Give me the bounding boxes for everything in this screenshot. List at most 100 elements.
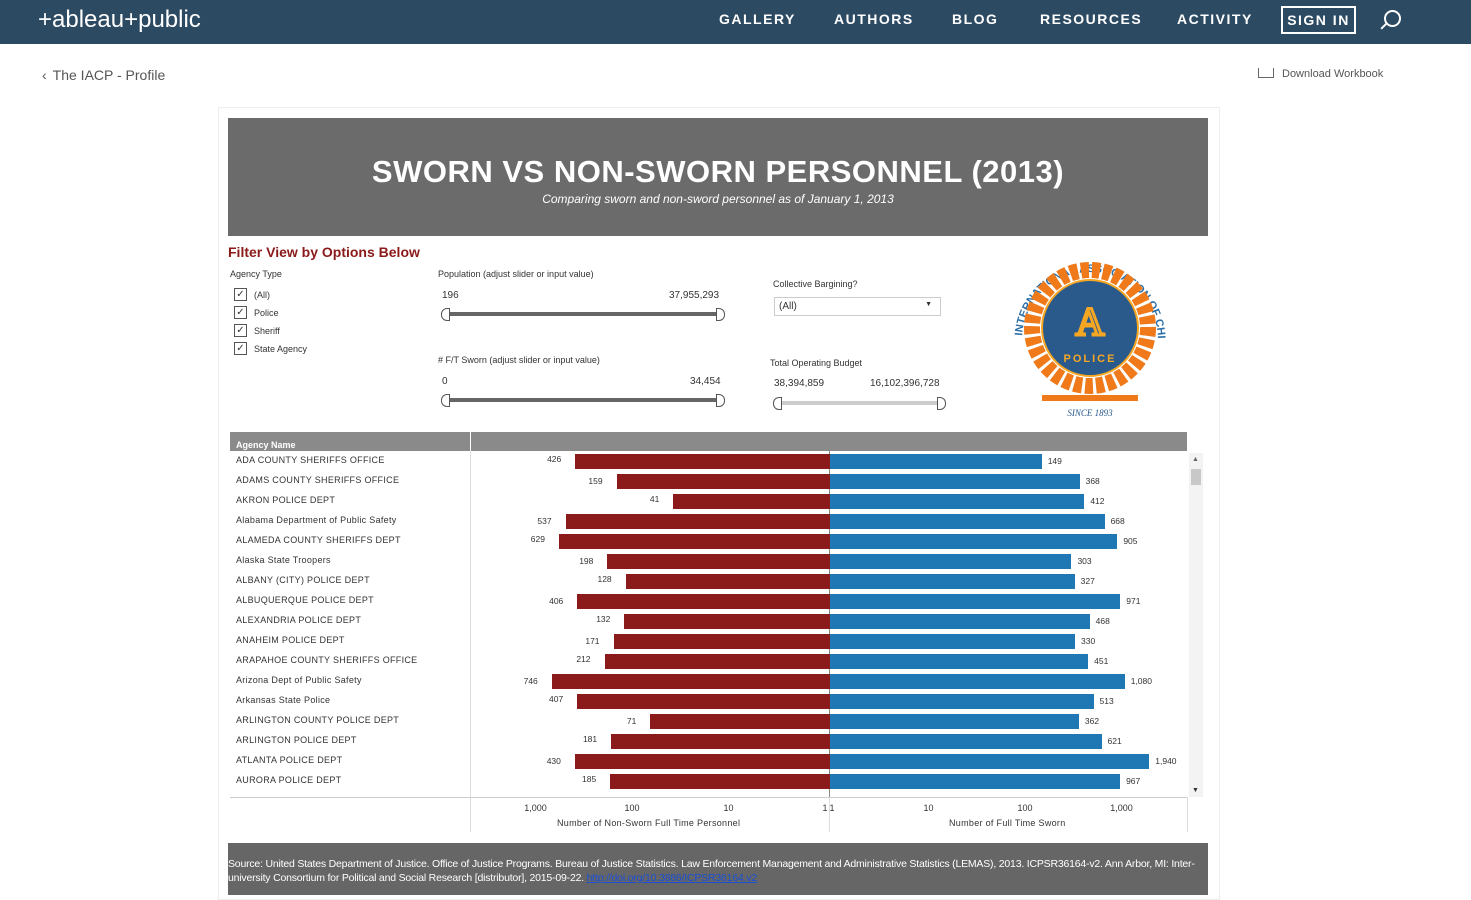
- sworn-bar[interactable]: [830, 574, 1075, 589]
- non-sworn-value: 128: [597, 574, 612, 584]
- population-slider-max-handle[interactable]: [716, 308, 725, 321]
- sworn-bar[interactable]: [830, 674, 1125, 689]
- sworn-slider-min-handle[interactable]: [441, 394, 450, 407]
- sworn-bar[interactable]: [830, 754, 1150, 769]
- source-link[interactable]: http://doi.org/10.3886/ICPSR36164.v2: [586, 872, 757, 884]
- table-row[interactable]: ALEXANDRIA POLICE DEPT 132 468: [230, 611, 1187, 631]
- table-row[interactable]: AKRON POLICE DEPT 41 412: [230, 491, 1187, 511]
- source-text: Source: United States Department of Just…: [228, 858, 1195, 884]
- sworn-bar[interactable]: [830, 714, 1079, 729]
- non-sworn-bar[interactable]: [551, 674, 833, 689]
- checkbox-police[interactable]: ✓: [234, 306, 247, 319]
- non-sworn-bar[interactable]: [574, 754, 833, 769]
- left-axis-title: Number of Non-Sworn Full Time Personnel: [557, 818, 741, 828]
- scroll-up-icon[interactable]: ▲: [1192, 456, 1199, 463]
- budget-slider-max-handle[interactable]: [937, 397, 946, 410]
- back-link[interactable]: ‹ The IACP - Profile: [42, 67, 165, 83]
- non-sworn-bar[interactable]: [611, 734, 833, 749]
- sworn-bar[interactable]: [830, 774, 1121, 789]
- non-sworn-bar[interactable]: [604, 654, 833, 669]
- agency-name: ALBUQUERQUE POLICE DEPT: [236, 595, 374, 605]
- checkbox-all[interactable]: ✓: [234, 288, 247, 301]
- non-sworn-bar[interactable]: [616, 474, 833, 489]
- non-sworn-bar[interactable]: [650, 714, 833, 729]
- sworn-bar[interactable]: [830, 454, 1042, 469]
- table-row[interactable]: ALBANY (CITY) POLICE DEPT 128 327: [230, 571, 1187, 591]
- budget-slider-min-handle[interactable]: [773, 397, 782, 410]
- table-row[interactable]: ARLINGTON COUNTY POLICE DEPT 71 362: [230, 711, 1187, 731]
- scroll-down-icon[interactable]: ▼: [1192, 787, 1199, 794]
- source-footer: Source: United States Department of Just…: [228, 843, 1208, 895]
- non-sworn-bar[interactable]: [607, 554, 833, 569]
- budget-max-input[interactable]: 16,102,396,728: [870, 378, 940, 389]
- table-row[interactable]: ATLANTA POLICE DEPT 430 1,940: [230, 751, 1187, 771]
- non-sworn-bar[interactable]: [624, 614, 833, 629]
- agency-name: ALEXANDRIA POLICE DEPT: [236, 615, 362, 625]
- sworn-bar[interactable]: [830, 614, 1090, 629]
- table-row[interactable]: AURORA POLICE DEPT 185 967: [230, 771, 1187, 791]
- non-sworn-bar[interactable]: [613, 634, 833, 649]
- nav-resources[interactable]: RESOURCES: [1040, 11, 1143, 27]
- sworn-bar[interactable]: [830, 474, 1080, 489]
- checkbox-sheriff[interactable]: ✓: [234, 324, 247, 337]
- sworn-bar[interactable]: [830, 554, 1072, 569]
- sworn-max-input[interactable]: 34,454: [690, 376, 721, 387]
- tableau-public-logo[interactable]: +ableau+public: [38, 6, 201, 33]
- non-sworn-bar[interactable]: [610, 774, 833, 789]
- non-sworn-value: 171: [585, 636, 600, 646]
- scrollbar-thumb[interactable]: [1191, 469, 1201, 485]
- non-sworn-bar[interactable]: [673, 494, 833, 509]
- nav-gallery[interactable]: GALLERY: [719, 11, 796, 27]
- budget-slider-track[interactable]: [778, 401, 944, 405]
- sworn-bar[interactable]: [830, 594, 1121, 609]
- table-row[interactable]: Alaska State Troopers 198 303: [230, 551, 1187, 571]
- sworn-value: 668: [1110, 516, 1125, 526]
- table-row[interactable]: Arizona Dept of Public Safety 746 1,080: [230, 671, 1187, 691]
- table-row[interactable]: ALAMEDA COUNTY SHERIFFS DEPT 629 905: [230, 531, 1187, 551]
- agency-name: Arizona Dept of Public Safety: [236, 675, 362, 685]
- sworn-bar[interactable]: [830, 634, 1076, 649]
- table-row[interactable]: ALBUQUERQUE POLICE DEPT 406 971: [230, 591, 1187, 611]
- chart-scrollbar[interactable]: ▲ ▼: [1189, 453, 1203, 797]
- sworn-bar[interactable]: [830, 534, 1118, 549]
- table-row[interactable]: ANAHEIM POLICE DEPT 171 330: [230, 631, 1187, 651]
- sworn-slider-max-handle[interactable]: [716, 394, 725, 407]
- sworn-bar[interactable]: [830, 734, 1102, 749]
- non-sworn-bar[interactable]: [625, 574, 833, 589]
- non-sworn-bar[interactable]: [565, 514, 833, 529]
- sworn-bar[interactable]: [830, 494, 1085, 509]
- population-min-input[interactable]: 196: [442, 290, 459, 301]
- population-slider-min-handle[interactable]: [441, 308, 450, 321]
- nav-authors[interactable]: AUTHORS: [834, 11, 914, 27]
- table-row[interactable]: Arkansas State Police 407 513: [230, 691, 1187, 711]
- agency-name-header[interactable]: Agency Name: [236, 440, 296, 450]
- non-sworn-bar[interactable]: [575, 454, 833, 469]
- download-workbook-button[interactable]: Download Workbook: [1258, 68, 1383, 80]
- table-row[interactable]: ARLINGTON POLICE DEPT 181 621: [230, 731, 1187, 751]
- non-sworn-bar[interactable]: [558, 534, 833, 549]
- sworn-bar[interactable]: [830, 654, 1089, 669]
- sworn-slider-track[interactable]: [446, 398, 722, 402]
- sworn-bar[interactable]: [830, 514, 1105, 529]
- non-sworn-bar[interactable]: [577, 694, 833, 709]
- search-icon[interactable]: [1384, 10, 1401, 27]
- table-row[interactable]: ADAMS COUNTY SHERIFFS OFFICE 159 368: [230, 471, 1187, 491]
- table-row[interactable]: Alabama Department of Public Safety 537 66…: [230, 511, 1187, 531]
- sign-in-button[interactable]: SIGN IN: [1281, 6, 1356, 34]
- checkbox-state-agency[interactable]: ✓: [234, 342, 247, 355]
- chart-header: Agency Name: [230, 432, 1187, 451]
- sworn-value: 451: [1094, 656, 1109, 666]
- nav-blog[interactable]: BLOG: [952, 11, 999, 27]
- population-slider-track[interactable]: [446, 312, 722, 316]
- right-axis-tick: 1,000: [1110, 803, 1133, 813]
- nav-activity[interactable]: ACTIVITY: [1177, 11, 1253, 27]
- sworn-bar[interactable]: [830, 694, 1094, 709]
- non-sworn-bar[interactable]: [577, 594, 833, 609]
- bargaining-dropdown[interactable]: (All) ▼: [774, 297, 941, 316]
- budget-min-input[interactable]: 38,394,859: [774, 378, 825, 389]
- population-max-input[interactable]: 37,955,293: [669, 290, 720, 301]
- table-row[interactable]: ADA COUNTY SHERIFFS OFFICE 426 149: [230, 451, 1187, 471]
- sworn-min-input[interactable]: 0: [442, 376, 448, 387]
- agency-name: AKRON POLICE DEPT: [236, 495, 336, 505]
- table-row[interactable]: ARAPAHOE COUNTY SHERIFFS OFFICE 212 451: [230, 651, 1187, 671]
